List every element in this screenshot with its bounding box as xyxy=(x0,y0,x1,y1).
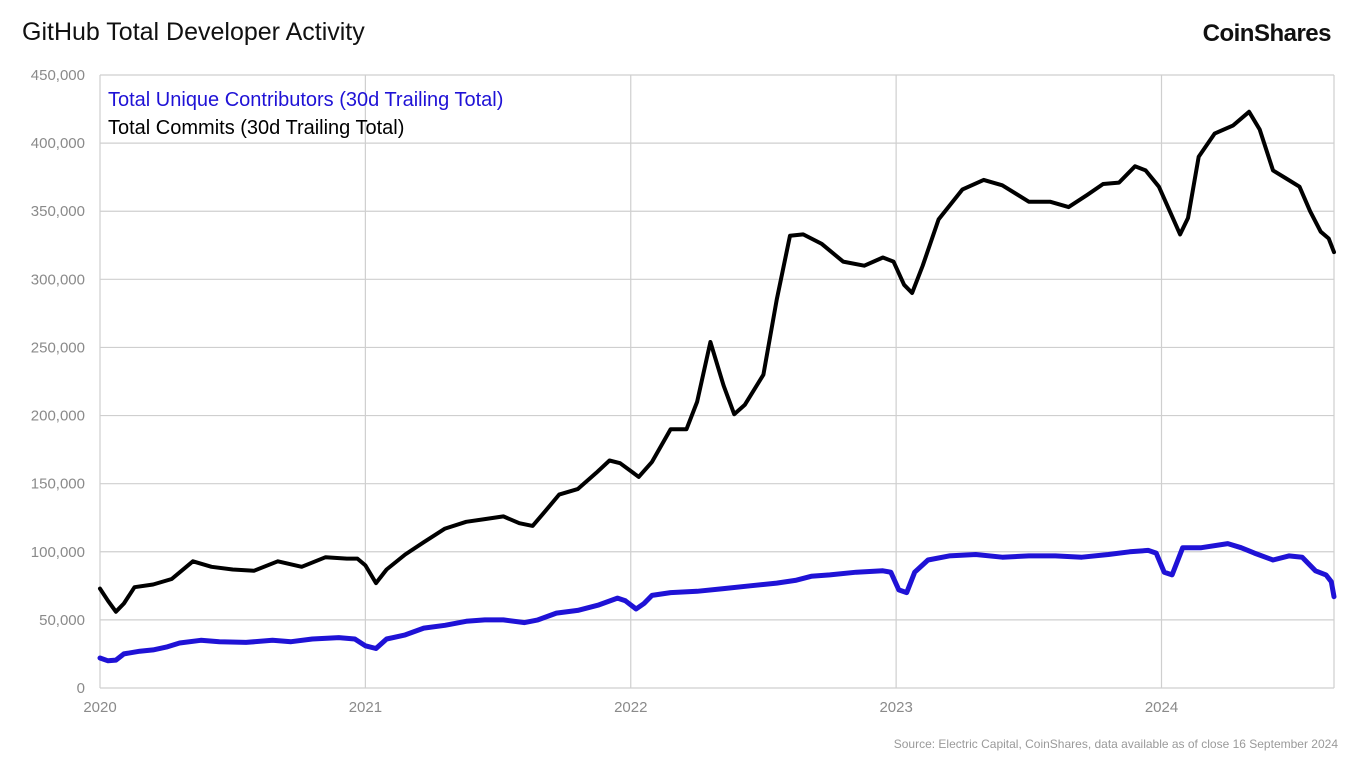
series xyxy=(97,109,1337,664)
x-tick-label: 2024 xyxy=(1145,699,1178,716)
y-tick-label: 350,000 xyxy=(31,203,85,220)
x-tick-label: 2022 xyxy=(614,699,647,716)
axis-ticks: 0 50,000 100,000 150,000 200,000 250,000 300,0… xyxy=(31,67,1178,716)
legend-contributors: Total Unique Contributors (30d Trailing … xyxy=(108,89,503,111)
y-tick-label: 100,000 xyxy=(31,544,85,561)
legend-commits: Total Commits (30d Trailing Total) xyxy=(108,117,404,139)
x-tick-label: 2020 xyxy=(83,699,116,716)
y-tick-label: 450,000 xyxy=(31,67,85,84)
y-tick-label: 0 xyxy=(77,680,85,697)
brand-logo: CoinShares xyxy=(1202,20,1332,47)
chart-title: GitHub Total Developer Activity xyxy=(22,18,365,46)
y-tick-label: 50,000 xyxy=(39,612,85,629)
y-tick-label: 300,000 xyxy=(31,271,85,288)
y-tick-label: 400,000 xyxy=(31,135,85,152)
grid xyxy=(99,74,1335,689)
y-tick-label: 150,000 xyxy=(31,476,85,493)
commits-series-line xyxy=(98,109,1336,614)
x-tick-label: 2021 xyxy=(349,699,382,716)
contributors-series-line xyxy=(97,541,1337,664)
x-tick-label: 2023 xyxy=(879,699,912,716)
y-tick-label: 250,000 xyxy=(31,339,85,356)
source-note: Source: Electric Capital, CoinShares, da… xyxy=(893,737,1338,751)
y-tick-label: 200,000 xyxy=(31,408,85,425)
legend: Total Unique Contributors (30d Trailing … xyxy=(108,89,503,139)
